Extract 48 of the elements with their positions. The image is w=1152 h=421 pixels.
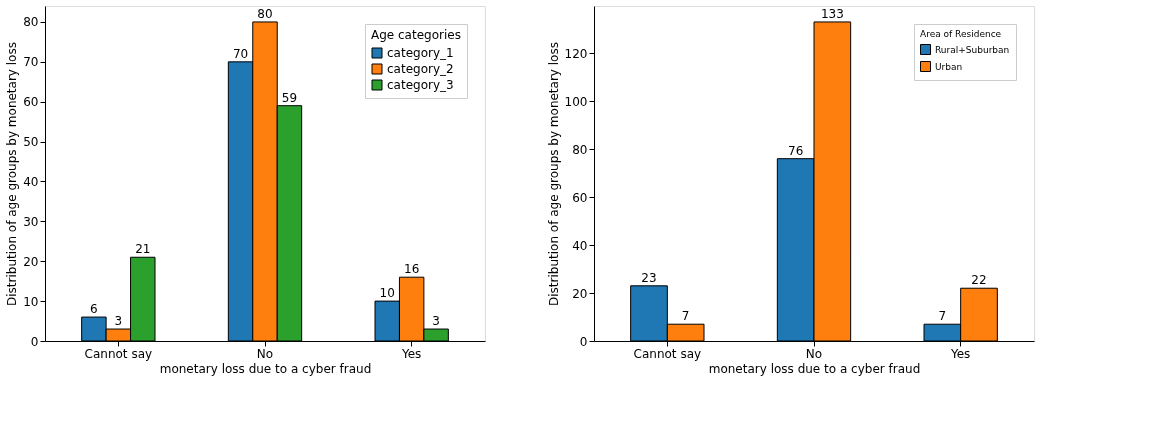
x-tick-label: Cannot say bbox=[633, 346, 702, 361]
legend-label: Urban bbox=[935, 61, 963, 72]
data-label: 3 bbox=[114, 314, 123, 329]
data-label: 76 bbox=[788, 143, 804, 158]
y-tick-label: 60 bbox=[23, 95, 39, 110]
data-label: 6 bbox=[90, 302, 98, 317]
y-tick-label: 70 bbox=[23, 55, 39, 70]
data-label: 3 bbox=[432, 314, 440, 329]
x-tick-label: Yes bbox=[949, 346, 971, 361]
y-tick-label: 50 bbox=[23, 135, 39, 150]
y-tick-label: 0 bbox=[579, 334, 588, 349]
data-label: 16 bbox=[404, 262, 420, 277]
legend-label: category_2 bbox=[387, 62, 454, 76]
y-tick-label: 40 bbox=[572, 238, 588, 253]
legend-title: Age categories bbox=[371, 28, 461, 42]
y-axis-title: Distribution of age groups by monetary loss bbox=[546, 42, 561, 306]
y-axis-title: Distribution of age groups by monetary loss bbox=[5, 42, 20, 306]
data-label: 10 bbox=[379, 286, 395, 301]
legend-label: category_1 bbox=[387, 46, 454, 60]
y-tick-label: 0 bbox=[30, 334, 39, 349]
y-tick-label: 100 bbox=[564, 94, 588, 109]
x-tick-label: No bbox=[256, 346, 274, 361]
x-tick-label: Cannot say bbox=[84, 346, 153, 361]
x-axis-title: monetary loss due to a cyber fraud bbox=[159, 361, 372, 376]
data-label: 22 bbox=[971, 273, 987, 288]
y-tick-label: 60 bbox=[572, 190, 588, 205]
legend-label: Rural+Suburban bbox=[935, 44, 1010, 55]
legend-title: Area of Residence bbox=[920, 29, 1002, 39]
legend-label: category_3 bbox=[387, 78, 454, 92]
data-label: 80 bbox=[257, 6, 273, 21]
x-tick-label: Yes bbox=[400, 346, 422, 361]
y-tick-label: 20 bbox=[572, 286, 588, 301]
data-label: 21 bbox=[135, 242, 151, 257]
y-tick-label: 10 bbox=[23, 294, 39, 309]
data-label: 7 bbox=[938, 309, 947, 324]
y-tick-label: 30 bbox=[23, 214, 39, 229]
x-tick-label: No bbox=[805, 346, 823, 361]
y-tick-label: 80 bbox=[572, 142, 588, 157]
x-axis-title: monetary loss due to a cyber fraud bbox=[708, 361, 921, 376]
data-label: 70 bbox=[232, 46, 249, 61]
y-tick-label: 20 bbox=[23, 254, 39, 269]
data-label: 133 bbox=[820, 6, 844, 21]
data-label: 59 bbox=[281, 90, 298, 105]
data-label: 23 bbox=[641, 270, 657, 285]
y-tick-label: 80 bbox=[23, 15, 39, 30]
data-label: 7 bbox=[681, 309, 690, 324]
y-tick-label: 120 bbox=[564, 46, 588, 61]
y-tick-label: 40 bbox=[23, 174, 39, 189]
